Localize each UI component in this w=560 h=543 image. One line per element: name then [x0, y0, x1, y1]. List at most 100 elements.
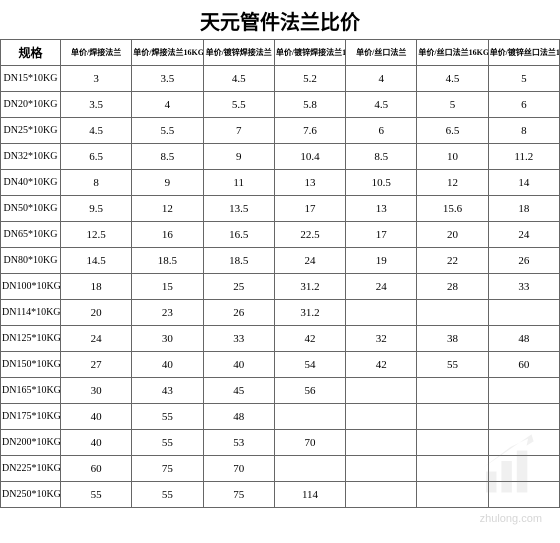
- value-cell: 6.5: [417, 118, 488, 144]
- value-cell: 4.5: [61, 118, 132, 144]
- value-cell: 13.5: [203, 196, 274, 222]
- spec-cell: DN50*10KG: [1, 196, 61, 222]
- value-cell: 14.5: [61, 248, 132, 274]
- value-cell: 18: [61, 274, 132, 300]
- value-cell: 45: [203, 378, 274, 404]
- value-cell: 24: [61, 326, 132, 352]
- value-cell: 3.5: [132, 66, 203, 92]
- value-cell: 15: [132, 274, 203, 300]
- value-cell: 4.5: [417, 66, 488, 92]
- value-cell: 4: [346, 66, 417, 92]
- spec-cell: DN100*10KG: [1, 274, 61, 300]
- col-price-5: 单价/丝口法兰: [346, 40, 417, 66]
- value-cell: 20: [417, 222, 488, 248]
- value-cell: [488, 430, 559, 456]
- value-cell: 26: [488, 248, 559, 274]
- value-cell: [346, 404, 417, 430]
- value-cell: 13: [346, 196, 417, 222]
- value-cell: 55: [417, 352, 488, 378]
- spec-cell: DN20*10KG: [1, 92, 61, 118]
- value-cell: [274, 456, 345, 482]
- value-cell: [488, 300, 559, 326]
- value-cell: 6: [488, 92, 559, 118]
- spec-cell: DN15*10KG: [1, 66, 61, 92]
- value-cell: 18: [488, 196, 559, 222]
- value-cell: 8.5: [346, 144, 417, 170]
- value-cell: 43: [132, 378, 203, 404]
- value-cell: [488, 456, 559, 482]
- table-row: DN225*10KG607570: [1, 456, 560, 482]
- value-cell: 23: [132, 300, 203, 326]
- value-cell: 28: [417, 274, 488, 300]
- spec-cell: DN65*10KG: [1, 222, 61, 248]
- value-cell: 56: [274, 378, 345, 404]
- value-cell: 40: [203, 352, 274, 378]
- spec-cell: DN200*10KG: [1, 430, 61, 456]
- value-cell: 30: [61, 378, 132, 404]
- spec-cell: DN80*10KG: [1, 248, 61, 274]
- table-row: DN114*10KG20232631.2: [1, 300, 560, 326]
- value-cell: 54: [274, 352, 345, 378]
- spec-cell: DN150*10KG: [1, 352, 61, 378]
- table-row: DN40*10KG89111310.51214: [1, 170, 560, 196]
- table-row: DN32*10KG6.58.5910.48.51011.2: [1, 144, 560, 170]
- value-cell: 17: [346, 222, 417, 248]
- value-cell: 53: [203, 430, 274, 456]
- value-cell: 10.4: [274, 144, 345, 170]
- value-cell: 22: [417, 248, 488, 274]
- page-title: 天元管件法兰比价: [0, 0, 560, 39]
- spec-cell: DN114*10KG: [1, 300, 61, 326]
- value-cell: 10: [417, 144, 488, 170]
- col-price-6: 单价/丝口法兰16KG: [417, 40, 488, 66]
- value-cell: [417, 482, 488, 508]
- value-cell: 5.8: [274, 92, 345, 118]
- value-cell: 8: [488, 118, 559, 144]
- value-cell: 55: [132, 404, 203, 430]
- spec-cell: DN225*10KG: [1, 456, 61, 482]
- value-cell: 10.5: [346, 170, 417, 196]
- table-row: DN65*10KG12.51616.522.5172024: [1, 222, 560, 248]
- spec-cell: DN175*10KG: [1, 404, 61, 430]
- col-spec: 规格: [1, 40, 61, 66]
- value-cell: 11.2: [488, 144, 559, 170]
- col-price-7: 单价/镀锌丝口法兰16kg: [488, 40, 559, 66]
- value-cell: 5: [488, 66, 559, 92]
- col-price-3: 单价/镀锌焊接法兰: [203, 40, 274, 66]
- value-cell: 24: [346, 274, 417, 300]
- value-cell: 4.5: [346, 92, 417, 118]
- value-cell: 18.5: [203, 248, 274, 274]
- table-row: DN20*10KG3.545.55.84.556: [1, 92, 560, 118]
- value-cell: 5.2: [274, 66, 345, 92]
- value-cell: 13: [274, 170, 345, 196]
- value-cell: [488, 404, 559, 430]
- value-cell: [274, 404, 345, 430]
- value-cell: 17: [274, 196, 345, 222]
- value-cell: [346, 482, 417, 508]
- col-price-1: 单价/焊接法兰: [61, 40, 132, 66]
- value-cell: 15.6: [417, 196, 488, 222]
- table-row: DN200*10KG40555370: [1, 430, 560, 456]
- value-cell: 9: [132, 170, 203, 196]
- value-cell: 16: [132, 222, 203, 248]
- value-cell: 60: [61, 456, 132, 482]
- value-cell: 40: [61, 430, 132, 456]
- value-cell: 55: [132, 430, 203, 456]
- value-cell: 33: [488, 274, 559, 300]
- value-cell: 8.5: [132, 144, 203, 170]
- table-row: DN50*10KG9.51213.5171315.618: [1, 196, 560, 222]
- value-cell: 4.5: [203, 66, 274, 92]
- value-cell: 55: [132, 482, 203, 508]
- value-cell: 6: [346, 118, 417, 144]
- value-cell: 5.5: [203, 92, 274, 118]
- table-row: DN100*10KG18152531.2242833: [1, 274, 560, 300]
- value-cell: 7.6: [274, 118, 345, 144]
- watermark-text: zhulong.com: [480, 513, 542, 525]
- value-cell: 3.5: [61, 92, 132, 118]
- value-cell: 114: [274, 482, 345, 508]
- value-cell: [346, 378, 417, 404]
- value-cell: [417, 456, 488, 482]
- value-cell: 75: [132, 456, 203, 482]
- value-cell: 16.5: [203, 222, 274, 248]
- value-cell: 33: [203, 326, 274, 352]
- value-cell: 24: [488, 222, 559, 248]
